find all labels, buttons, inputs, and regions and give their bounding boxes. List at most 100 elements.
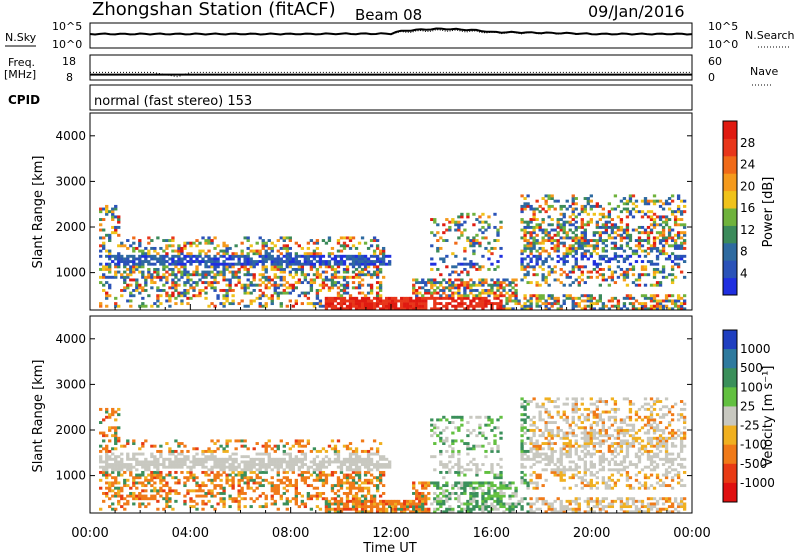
echo-cell xyxy=(324,510,329,513)
echo-cell xyxy=(472,212,476,216)
echo-cell xyxy=(165,465,169,469)
echo-cell xyxy=(544,249,548,253)
echo-cell xyxy=(574,302,578,306)
echo-cell xyxy=(354,465,359,469)
echo-cell xyxy=(258,457,262,461)
echo-cell xyxy=(676,299,681,303)
echo-cell xyxy=(354,273,359,277)
echo-cell xyxy=(177,481,181,485)
echo-cell xyxy=(583,465,587,469)
echo-cell xyxy=(129,494,133,498)
echo-cell xyxy=(369,468,374,472)
echo-cell xyxy=(673,304,678,308)
echo-cell xyxy=(520,497,524,501)
echo-cell xyxy=(646,241,651,245)
echo-cell xyxy=(189,244,193,248)
echo-cell xyxy=(369,302,374,306)
echo-cell xyxy=(436,291,440,295)
echo-cell xyxy=(604,223,609,227)
echo-cell xyxy=(583,463,587,467)
echo-cell xyxy=(412,291,416,295)
echo-cell xyxy=(111,434,115,438)
echo-cell xyxy=(664,296,669,300)
echo-cell xyxy=(213,455,217,459)
echo-cell xyxy=(354,260,359,264)
echo-cell xyxy=(309,286,314,290)
echo-cell xyxy=(204,270,208,274)
echo-cell xyxy=(514,502,518,506)
echo-cell xyxy=(324,241,329,245)
echo-cell xyxy=(583,231,587,235)
echo-cell xyxy=(652,270,657,274)
echo-cell xyxy=(583,207,587,211)
echo-cell xyxy=(282,502,286,506)
echo-cell xyxy=(451,449,455,453)
echo-cell xyxy=(610,397,615,401)
echo-cell xyxy=(360,307,365,310)
echo-cell xyxy=(264,241,268,245)
echo-cell xyxy=(427,291,431,295)
echo-cell xyxy=(535,486,539,490)
echo-cell xyxy=(655,249,660,253)
echo-cell xyxy=(658,270,663,274)
echo-cell xyxy=(336,254,341,258)
echo-cell xyxy=(574,215,578,219)
echo-cell xyxy=(424,302,428,306)
echo-cell xyxy=(640,215,645,219)
echo-cell xyxy=(496,476,500,480)
echo-cell xyxy=(661,267,666,271)
echo-cell xyxy=(583,307,587,310)
echo-cell xyxy=(291,283,295,287)
echo-cell xyxy=(418,307,422,310)
echo-cell xyxy=(114,486,118,490)
echo-cell xyxy=(523,431,527,435)
echo-cell xyxy=(264,265,268,269)
echo-cell xyxy=(451,452,455,456)
echo-cell xyxy=(216,447,220,451)
echo-cell xyxy=(150,473,154,477)
echo-cell xyxy=(577,212,581,216)
echo-cell xyxy=(351,244,356,248)
echo-cell xyxy=(99,304,103,308)
echo-cell xyxy=(174,302,178,306)
echo-cell xyxy=(673,233,678,237)
noise-tick-bottom: 10^0 xyxy=(52,38,82,51)
echo-cell xyxy=(318,470,323,474)
echo-cell xyxy=(261,246,265,250)
echo-cell xyxy=(267,296,271,300)
echo-cell xyxy=(204,273,208,277)
echo-cell xyxy=(105,410,109,414)
echo-cell xyxy=(270,260,274,264)
echo-cell xyxy=(472,463,476,467)
echo-cell xyxy=(195,460,199,464)
echo-cell xyxy=(535,254,539,258)
echo-cell xyxy=(222,468,226,472)
echo-cell xyxy=(412,499,416,503)
echo-cell xyxy=(439,463,443,467)
echo-cell xyxy=(667,233,672,237)
echo-cell xyxy=(547,207,551,211)
echo-cell xyxy=(354,497,359,501)
echo-cell xyxy=(493,246,497,250)
echo-cell xyxy=(469,507,473,511)
echo-cell xyxy=(261,273,265,277)
echo-cell xyxy=(529,246,533,250)
echo-cell xyxy=(333,491,338,495)
echo-cell xyxy=(138,505,142,509)
echo-cell xyxy=(640,307,645,310)
echo-cell xyxy=(634,249,639,253)
echo-cell xyxy=(132,278,136,282)
echo-cell xyxy=(577,244,581,248)
echo-cell xyxy=(571,476,575,480)
echo-cell xyxy=(240,299,244,303)
echo-cell xyxy=(589,204,593,208)
echo-cell xyxy=(348,484,353,488)
echo-cell xyxy=(451,442,455,446)
echo-cell xyxy=(273,288,277,292)
echo-cell xyxy=(108,489,112,493)
echo-cell xyxy=(670,236,675,240)
echo-cell xyxy=(198,249,202,253)
echo-cell xyxy=(111,215,115,219)
echo-cell xyxy=(538,410,542,414)
echo-cell xyxy=(625,283,630,287)
